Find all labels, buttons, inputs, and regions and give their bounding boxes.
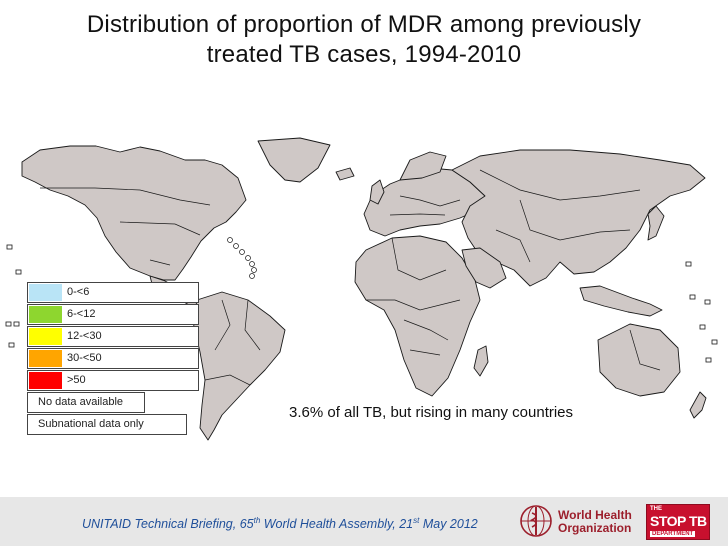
madagascar [473, 345, 489, 377]
legend-label: >50 [67, 374, 86, 386]
legend-label: 0-<6 [67, 286, 90, 298]
legend-item-6-12: 6-<12 [27, 304, 199, 325]
legend-item-12-30: 12-<30 [27, 326, 199, 347]
iceland [335, 167, 355, 181]
footer-sup: st [413, 516, 420, 525]
caribbean-islands [227, 237, 257, 279]
japan [647, 205, 665, 241]
africa [354, 235, 481, 397]
footer-caption-part: May 2012 [419, 517, 478, 532]
british-isles [369, 179, 385, 205]
footer-caption-part: World Health Assembly, 21 [260, 517, 414, 532]
legend-item-30-50: 30-<50 [27, 348, 199, 369]
legend-label: No data available [38, 396, 124, 408]
who-name-line-1: World Health [558, 508, 632, 522]
legend-swatch [29, 284, 62, 301]
legend-item-subnational: Subnational data only [27, 414, 187, 435]
title-line-2: treated TB cases, 1994-2010 [206, 41, 522, 68]
legend-swatch [29, 306, 62, 323]
legend-label: 6-<12 [67, 308, 96, 320]
footer-sup: th [253, 516, 261, 525]
greenland [257, 137, 331, 183]
stoptb-main: STOP TB [650, 513, 707, 529]
north-america [21, 145, 247, 281]
legend-label: Subnational data only [38, 418, 144, 430]
who-name-line-2: Organization [558, 521, 632, 535]
legend-item-no-data: No data available [27, 392, 145, 413]
footer-caption-part: UNITAID Technical Briefing, 65 [82, 517, 254, 532]
who-wordmark: World Health Organization [558, 509, 632, 535]
slide-title: Distribution of proportion of MDR among … [20, 10, 708, 70]
stop-tb-logo: THE STOP TB DEPARTMENT [646, 504, 710, 540]
south-america [192, 291, 286, 441]
small-islands [5, 244, 718, 363]
title-line-1: Distribution of proportion of MDR among … [86, 11, 642, 38]
asia [451, 149, 706, 287]
footer-caption: UNITAID Technical Briefing, 65th World H… [82, 516, 478, 531]
legend-label: 30-<50 [67, 352, 102, 364]
map-annotation: 3.6% of all TB, but rising in many count… [289, 404, 574, 421]
legend-item-0-6: 0-<6 [27, 282, 199, 303]
arabia [461, 247, 507, 289]
legend-label: 12-<30 [67, 330, 102, 342]
country-borders [40, 169, 661, 386]
stoptb-dept: DEPARTMENT [650, 531, 696, 537]
stoptb-the: THE [650, 506, 662, 512]
legend-swatch [29, 350, 62, 367]
new-zealand [689, 391, 707, 419]
se-asia-islands [579, 285, 663, 317]
legend-item-50-plus: >50 [27, 370, 199, 391]
legend-swatch [29, 372, 62, 389]
footer-bar: UNITAID Technical Briefing, 65th World H… [0, 497, 728, 546]
scandinavia [399, 151, 447, 181]
legend-swatch [29, 328, 62, 345]
who-emblem-icon [520, 505, 552, 537]
